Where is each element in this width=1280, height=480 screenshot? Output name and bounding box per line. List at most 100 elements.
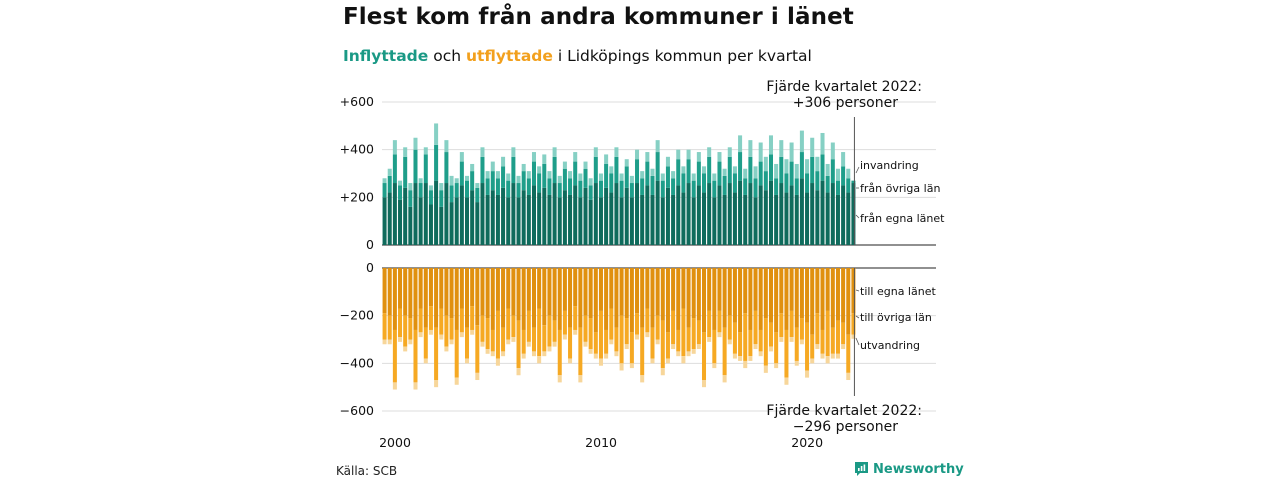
bar-in-1-23 [501,166,506,188]
bar-in-2-17 [470,163,475,172]
top-annotation-line2: +306 personer [792,95,898,111]
bar-out-1-80 [794,327,799,361]
bar-in-0-8 [423,183,428,245]
y-tick-bottom-600: −600 [340,403,374,418]
bar-in-0-22 [495,194,500,245]
bar-in-1-65 [717,161,722,186]
bar-in-0-67 [727,183,732,245]
bar-in-1-29 [531,161,536,186]
bar-in-2-48 [629,175,634,184]
bar-out-2-65 [717,332,722,338]
bar-out-0-33 [552,268,557,321]
bar-in-1-38 [578,180,583,198]
bar-in-2-34 [557,175,562,184]
bar-in-0-63 [707,183,712,245]
bar-out-0-37 [573,268,578,307]
bar-out-0-41 [593,268,598,333]
bar-in-0-42 [598,197,603,245]
bar-in-0-41 [593,183,598,245]
bar-out-0-2 [392,268,397,330]
bar-in-1-81 [799,152,804,179]
bar-out-1-79 [789,310,794,338]
bar-in-1-20 [485,178,490,195]
bar-out-2-46 [619,363,624,371]
bar-in-1-22 [495,178,500,195]
bar-in-2-62 [702,166,707,174]
bar-out-0-64 [712,268,717,330]
bar-in-0-85 [820,180,825,245]
bar-out-2-38 [578,375,583,383]
top-annotation: Fjärde kvartalet 2022: +306 personer [766,79,922,111]
bar-out-2-62 [702,380,707,388]
bar-out-0-25 [511,268,516,316]
bar-out-0-55 [665,268,670,333]
bar-out-0-71 [748,268,753,330]
bar-out-2-49 [635,334,640,340]
bar-out-0-88 [835,268,840,321]
bar-in-0-38 [578,197,583,245]
bar-out-1-91 [851,313,856,335]
bar-out-1-68 [732,322,737,354]
bar-in-0-91 [851,183,856,245]
bar-in-1-27 [521,171,526,191]
bar-in-2-18 [475,183,480,188]
bar-out-1-46 [619,315,624,364]
bar-in-2-87 [830,142,835,160]
bar-out-0-69 [738,268,743,333]
bar-in-1-59 [686,159,691,184]
bar-out-1-89 [841,322,846,345]
bar-in-0-46 [619,197,624,245]
bar-in-2-15 [459,152,464,162]
bar-in-0-31 [542,187,547,245]
bar-out-2-89 [841,344,846,350]
bar-out-2-19 [480,341,485,347]
bar-out-0-45 [614,268,619,328]
bar-in-1-36 [568,178,573,195]
bar-out-0-27 [521,268,526,330]
bar-in-0-25 [511,183,516,245]
bar-in-1-91 [851,180,856,184]
bar-in-0-53 [655,180,660,245]
bar-in-0-33 [552,183,557,245]
bar-out-0-57 [676,268,681,330]
bar-out-1-85 [820,329,825,354]
bar-in-1-19 [480,156,485,184]
bar-in-1-53 [655,152,660,181]
bar-in-2-74 [763,156,768,172]
bar-out-1-82 [805,322,810,371]
bar-in-2-55 [665,156,670,167]
bar-out-0-87 [830,268,835,328]
bar-in-2-37 [573,152,578,162]
bar-out-0-18 [475,268,480,326]
bar-out-1-34 [557,329,562,376]
bar-out-0-44 [609,268,614,309]
bar-out-0-58 [681,268,686,309]
bar-in-2-89 [841,152,846,167]
brand-logo[interactable]: Newsworthy [854,461,964,477]
bar-in-2-72 [753,166,758,179]
bar-in-1-58 [681,173,686,193]
bar-in-1-76 [774,178,779,195]
bar-out-1-37 [573,306,578,330]
bar-in-0-57 [676,185,681,245]
bar-in-1-17 [470,171,475,191]
bar-in-2-80 [794,163,799,179]
bar-in-0-64 [712,197,717,245]
bar-out-0-83 [810,268,815,335]
bar-out-2-59 [686,351,691,357]
bar-out-1-70 [743,313,748,361]
bar-in-0-52 [650,194,655,245]
bar-out-2-31 [542,351,547,357]
bar-in-0-88 [835,194,840,245]
bar-out-2-71 [748,356,753,361]
bar-in-2-68 [732,166,737,174]
bar-in-0-36 [568,194,573,245]
bar-out-2-18 [475,372,480,381]
bar-out-1-78 [784,329,789,378]
bar-out-2-33 [552,341,557,347]
bar-out-2-82 [805,370,810,378]
bar-out-2-64 [712,363,717,369]
bar-in-1-18 [475,187,480,203]
bar-in-0-3 [398,199,403,245]
bar-in-2-84 [815,156,820,172]
